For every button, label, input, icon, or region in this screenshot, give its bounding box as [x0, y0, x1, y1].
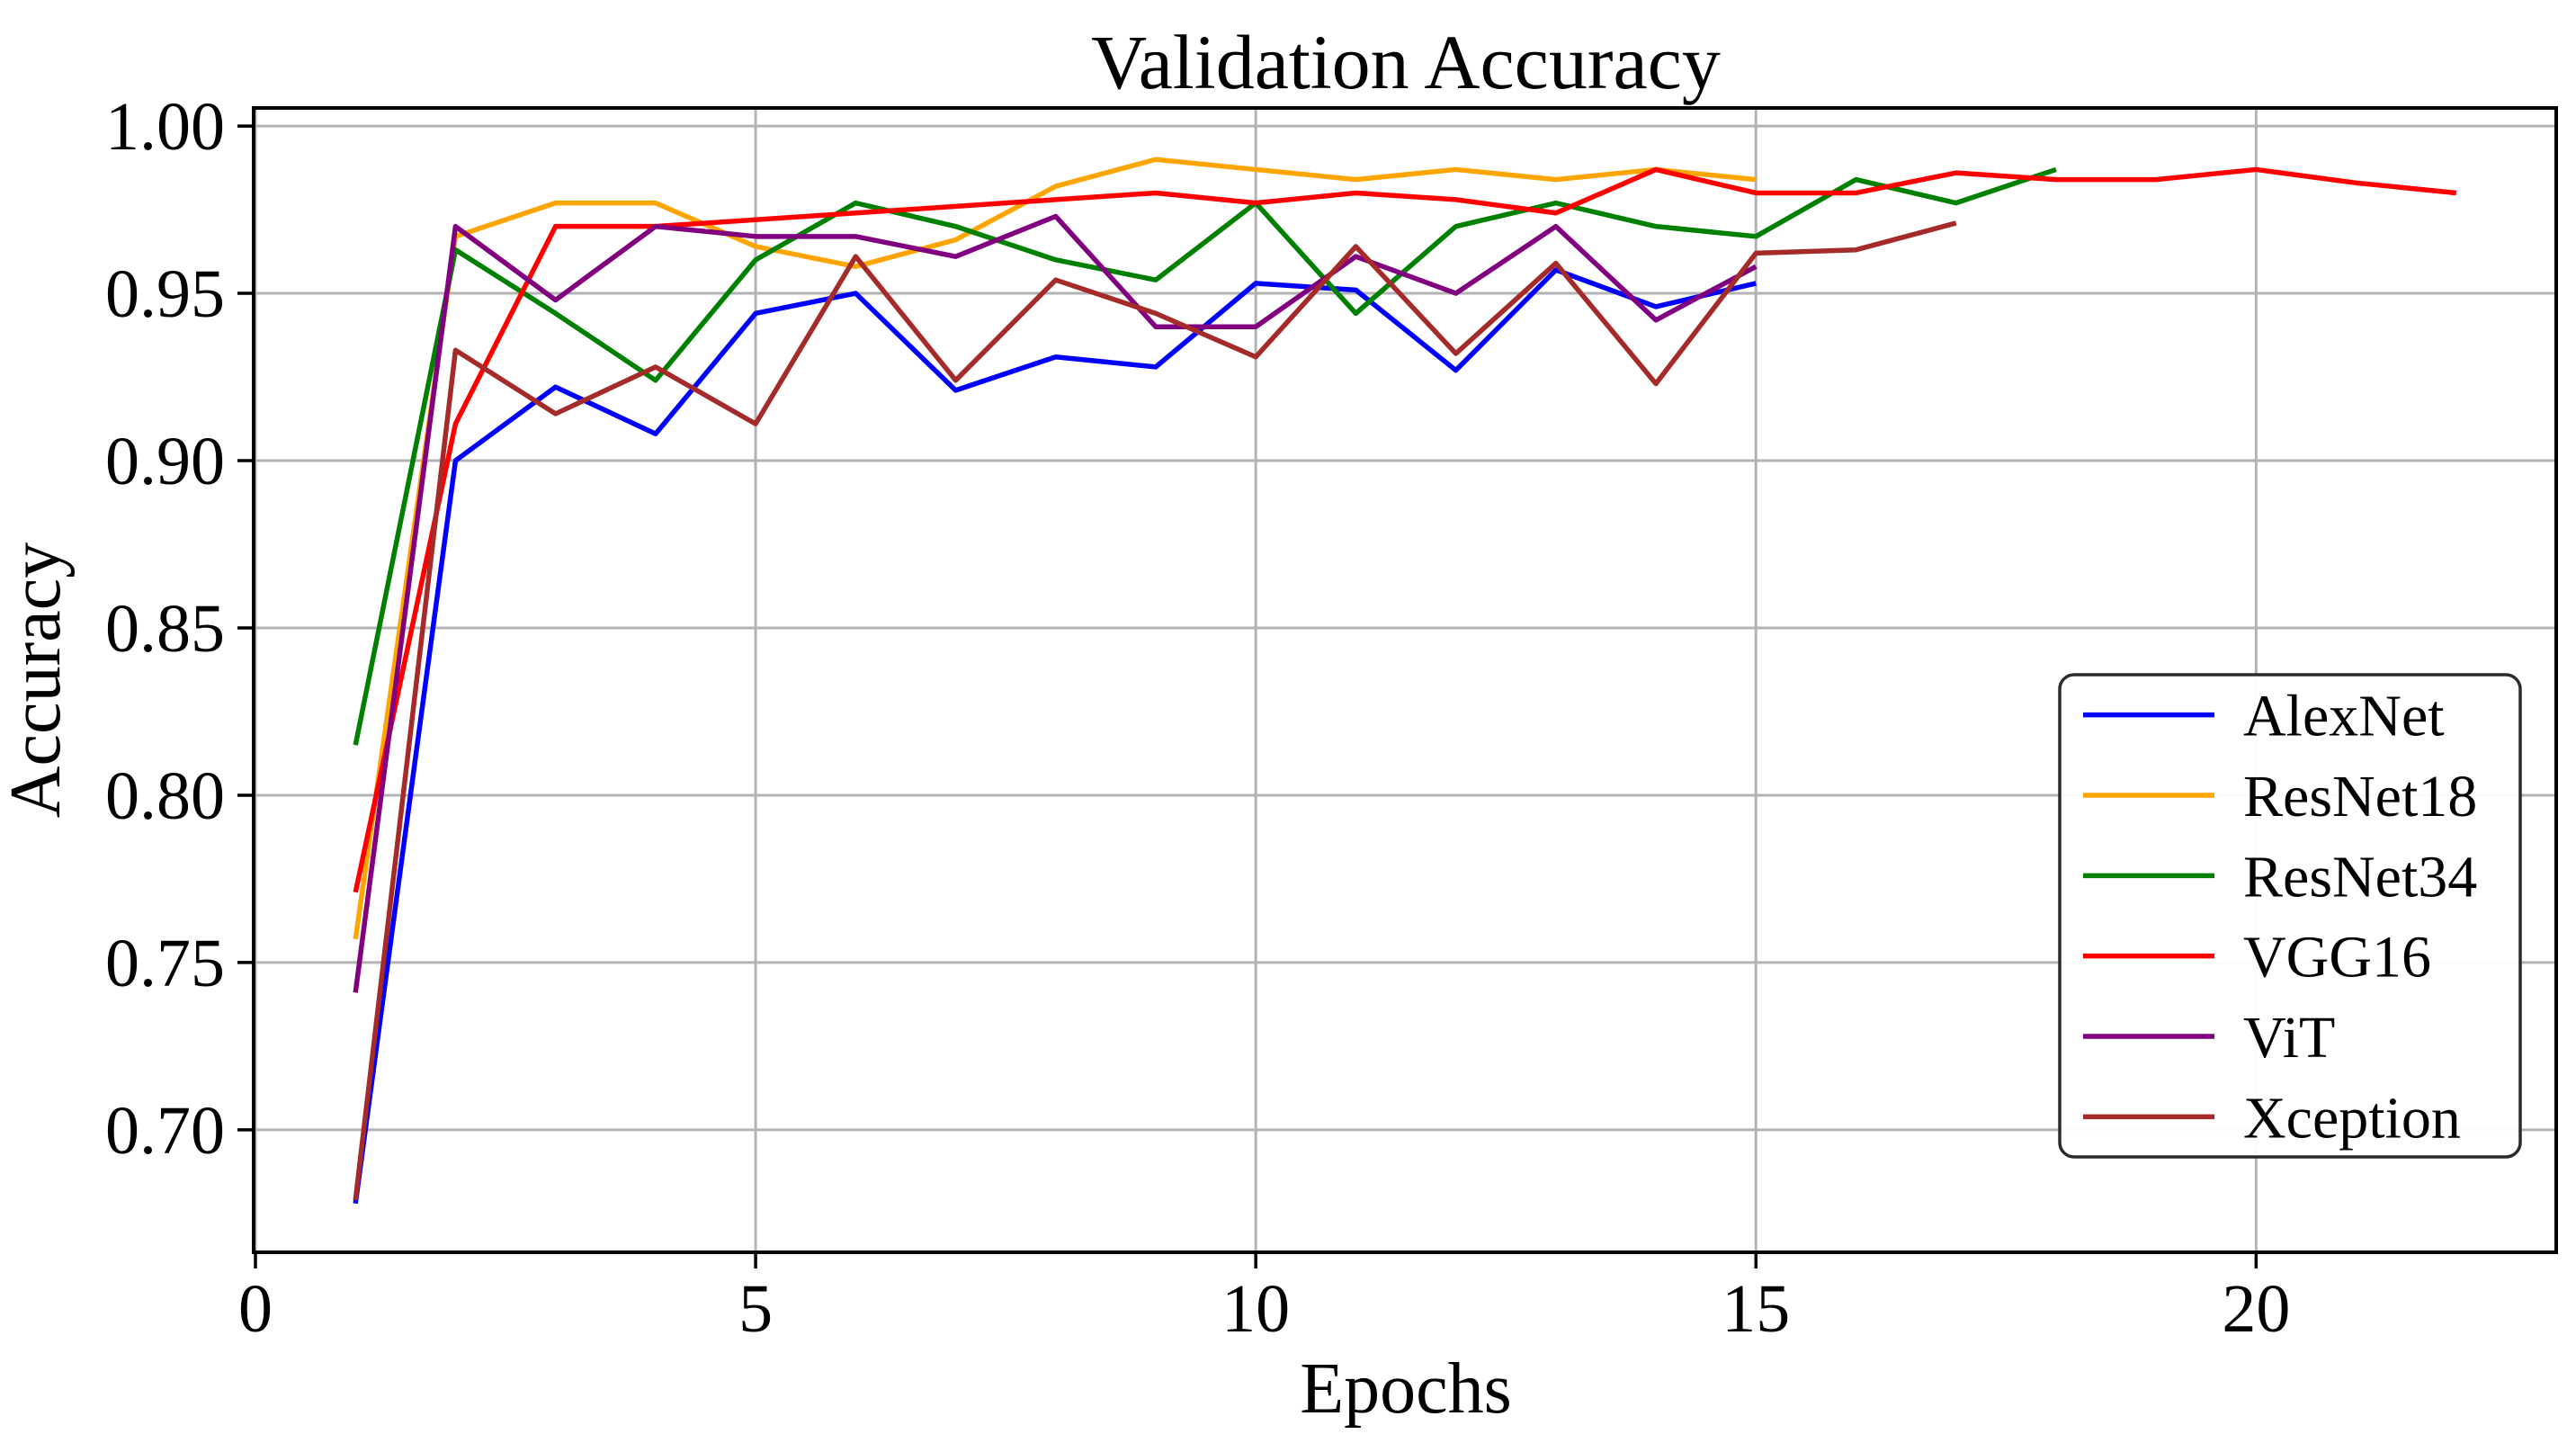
- y-axis-label: Accuracy: [0, 542, 76, 818]
- x-tick-label: 20: [2222, 1271, 2290, 1347]
- legend-label-resnet18: ResNet18: [2243, 764, 2477, 829]
- x-tick-label: 5: [738, 1271, 773, 1347]
- series-line-resnet18: [353, 157, 1757, 940]
- series-layer: [353, 157, 2457, 1205]
- x-tick-label: 0: [238, 1271, 273, 1347]
- series-line-resnet34: [353, 166, 2057, 746]
- x-axis-label: Epochs: [1300, 1349, 1512, 1429]
- legend-label-vit: ViT: [2243, 1005, 2335, 1071]
- legend-label-alexnet: AlexNet: [2243, 684, 2445, 749]
- y-tick-label: 0.95: [105, 256, 225, 332]
- legend-label-vgg16: VGG16: [2243, 925, 2431, 990]
- y-tick-label: 0.80: [105, 758, 225, 834]
- series-line-xception: [353, 220, 1957, 1201]
- plot-border: [252, 106, 2558, 1254]
- axes-layer: 0 5 10 15 20 0.70 0.75 0.80 0.85 0.90 0.95 1.00: [105, 89, 2558, 1347]
- x-tick-label: 15: [1722, 1271, 1790, 1347]
- legend-label-resnet34: ResNet34: [2243, 844, 2477, 910]
- series-line-vit: [353, 213, 1758, 993]
- chart-title: Validation Accuracy: [1091, 19, 1721, 105]
- y-tick-label: 1.00: [105, 89, 225, 165]
- y-tick-label: 0.90: [105, 424, 225, 499]
- x-tick-label: 10: [1221, 1271, 1290, 1347]
- series-line-vgg16: [353, 166, 2457, 893]
- series-line-alexnet: [353, 267, 1757, 1205]
- legend: AlexNet ResNet18 ResNet34 VGG16 ViT Xception: [2058, 673, 2522, 1159]
- y-tick-label: 0.85: [105, 591, 225, 667]
- y-tick-label: 0.70: [105, 1093, 225, 1169]
- y-tick-label: 0.75: [105, 926, 225, 1001]
- legend-label-xception: Xception: [2243, 1085, 2461, 1151]
